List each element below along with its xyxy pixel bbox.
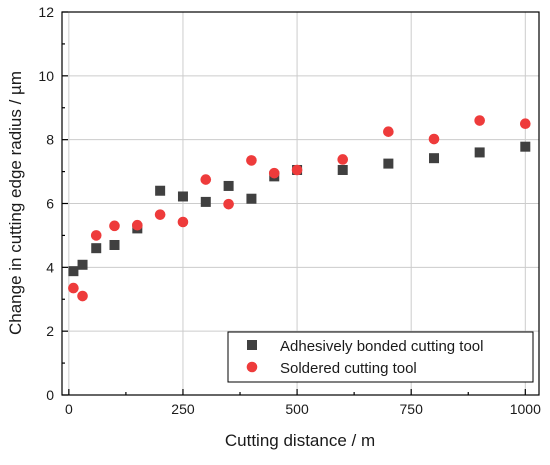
y-tick-label: 8 — [46, 132, 54, 148]
soldered-point — [90, 230, 102, 241]
soldered-point — [77, 290, 88, 302]
y-tick-label: 4 — [46, 259, 54, 275]
adhesive-point — [68, 266, 79, 277]
adhesive-point — [200, 196, 211, 207]
soldered-point — [474, 115, 485, 126]
soldered-point — [109, 220, 120, 232]
y-tick-label: 10 — [38, 68, 54, 84]
x-tick-label: 1000 — [510, 401, 541, 417]
soldered-point — [223, 198, 234, 210]
soldered-point — [337, 154, 349, 165]
adhesive-point — [383, 158, 394, 169]
soldered-point — [268, 167, 280, 179]
adhesive-point — [246, 193, 257, 204]
legend-marker-adhesive — [247, 340, 257, 350]
soldered-point — [68, 282, 79, 294]
soldered-point — [132, 219, 143, 231]
adhesive-point — [474, 147, 485, 158]
soldered-point — [428, 133, 440, 145]
y-tick-label: 12 — [38, 4, 54, 20]
axis-ticks: 0 250 500 750 1000 0 2 4 6 8 10 12 — [38, 4, 541, 417]
y-tick-label: 2 — [46, 323, 54, 339]
x-tick-label: 500 — [285, 401, 309, 417]
adhesive-point — [177, 191, 188, 202]
soldered-point — [177, 216, 189, 228]
soldered-point — [383, 126, 394, 137]
legend-box — [227, 331, 534, 383]
soldered-point — [154, 209, 166, 220]
soldered-point — [200, 174, 212, 185]
adhesive-point — [337, 164, 348, 175]
adhesive-point — [223, 180, 234, 191]
adhesive-point — [520, 141, 531, 152]
adhesive-point — [77, 259, 88, 270]
legend-label-soldered: Soldered cutting tool — [280, 360, 417, 377]
adhesive-point — [155, 185, 166, 196]
y-tick-label: 6 — [46, 196, 54, 212]
x-axis-title: Cutting distance / m — [225, 431, 375, 450]
x-tick-label: 0 — [65, 401, 73, 417]
soldered-point — [246, 155, 257, 166]
data-points — [68, 115, 531, 302]
legend: Adhesively bonded cutting tool Soldered … — [227, 331, 534, 383]
x-tick-label: 250 — [171, 401, 195, 417]
adhesive-point — [91, 243, 102, 254]
adhesive-point — [429, 153, 440, 164]
soldered-point — [520, 118, 531, 130]
y-axis-title: Change in cutting edge radius / µm — [6, 71, 25, 335]
legend-label-adhesive: Adhesively bonded cutting tool — [280, 338, 483, 355]
y-tick-label: 0 — [46, 387, 54, 403]
adhesive-point — [109, 239, 120, 250]
legend-marker-soldered — [246, 361, 258, 373]
x-tick-label: 750 — [400, 401, 424, 417]
soldered-point — [291, 164, 303, 176]
